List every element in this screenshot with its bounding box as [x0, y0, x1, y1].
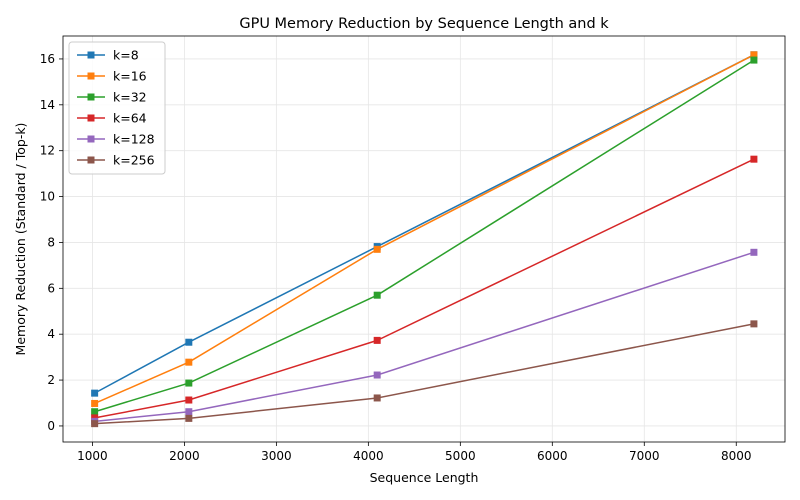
- legend-label: k=8: [113, 48, 139, 63]
- legend-marker: [87, 156, 95, 164]
- data-point: [750, 155, 758, 163]
- y-tick-label: 12: [40, 144, 55, 158]
- data-point: [185, 379, 193, 387]
- series-line: [94, 251, 755, 423]
- series-line: [94, 59, 755, 413]
- legend-marker: [87, 93, 95, 101]
- legend-marker: [87, 135, 95, 143]
- data-point: [185, 338, 193, 346]
- legend-label: k=32: [113, 90, 147, 105]
- data-point: [185, 414, 193, 422]
- legend-item: k=16: [77, 69, 147, 84]
- data-point: [91, 399, 99, 407]
- data-point: [750, 320, 758, 328]
- series-layer: [91, 51, 758, 428]
- data-point: [91, 420, 99, 428]
- x-tick-label: 8000: [721, 449, 752, 463]
- legend-label: k=16: [113, 69, 147, 84]
- x-tick-label: 6000: [537, 449, 568, 463]
- series-k-32: [91, 56, 758, 416]
- legend-item: k=256: [77, 153, 155, 168]
- data-point: [373, 394, 381, 402]
- x-axis-label: Sequence Length: [370, 470, 479, 485]
- x-tick-label: 2000: [169, 449, 200, 463]
- plot-frame: [62, 35, 786, 443]
- y-axis: 0 2 4 6 8 10 12 14 16: [40, 52, 63, 433]
- y-tick-label: 14: [40, 98, 55, 112]
- series-line: [94, 54, 755, 394]
- data-point: [91, 389, 99, 397]
- y-axis-label: Memory Reduction (Standard / Top-k): [13, 123, 28, 356]
- grid-lines: [63, 36, 785, 442]
- x-tick-label: 5000: [445, 449, 476, 463]
- y-tick-label: 10: [40, 190, 55, 204]
- data-point: [750, 51, 758, 59]
- legend-item: k=32: [77, 90, 147, 105]
- legend-item: k=8: [77, 48, 139, 63]
- legend-item: k=128: [77, 132, 155, 147]
- chart-title: GPU Memory Reduction by Sequence Length …: [239, 16, 609, 32]
- data-point: [185, 408, 193, 416]
- y-tick-label: 16: [40, 52, 55, 66]
- series-k-256: [91, 320, 758, 428]
- data-point: [750, 248, 758, 256]
- legend-marker: [87, 72, 95, 80]
- series-line: [94, 158, 755, 419]
- series-line: [94, 323, 755, 425]
- x-tick-label: 4000: [353, 449, 384, 463]
- x-tick-label: 3000: [261, 449, 292, 463]
- legend-label: k=256: [113, 153, 155, 168]
- x-axis: 1000 2000 3000 4000 5000 6000 7000 8000: [77, 442, 752, 463]
- data-point: [185, 396, 193, 404]
- legend-item: k=64: [77, 111, 147, 126]
- legend-marker: [87, 51, 95, 59]
- data-point: [185, 358, 193, 366]
- data-point: [373, 291, 381, 299]
- legend-marker: [87, 114, 95, 122]
- data-point: [91, 408, 99, 416]
- y-tick-label: 8: [47, 235, 55, 249]
- series-k-16: [91, 51, 758, 407]
- y-tick-label: 4: [47, 327, 55, 341]
- y-tick-label: 0: [47, 419, 55, 433]
- data-point: [373, 245, 381, 253]
- series-line: [94, 54, 755, 405]
- legend-label: k=64: [113, 111, 147, 126]
- data-point: [750, 56, 758, 64]
- legend: k=8 k=16 k=32 k=64 k=128 k=256: [68, 41, 166, 175]
- y-tick-label: 6: [47, 281, 55, 295]
- x-tick-label: 1000: [77, 449, 108, 463]
- legend-label: k=128: [113, 132, 155, 147]
- data-point: [373, 371, 381, 379]
- y-tick-label: 2: [47, 373, 55, 387]
- data-point: [373, 336, 381, 344]
- x-tick-label: 7000: [629, 449, 660, 463]
